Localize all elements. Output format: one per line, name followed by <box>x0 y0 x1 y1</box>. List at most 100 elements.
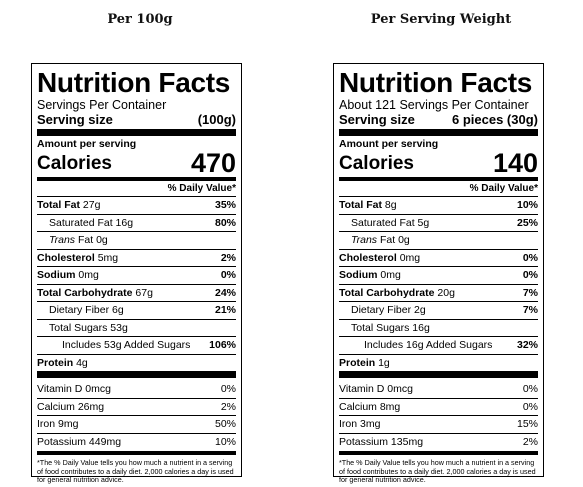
serving-size-label: Serving size <box>339 112 415 127</box>
fiber-row: Dietary Fiber 2g 7% <box>339 302 538 320</box>
vitamin-d-dv: 0% <box>220 383 236 395</box>
nutrition-label-per-serving: Nutrition Facts About 121 Servings Per C… <box>333 63 544 484</box>
total-carb-label: Total Carbohydrate <box>37 286 133 299</box>
added-sugars-label: Includes 16g Added Sugars <box>364 339 493 351</box>
potassium-row: Potassium 449mg 10% <box>37 434 236 451</box>
calories-row: Calories 470 <box>37 148 236 178</box>
total-fat-row: Total Fat 27g 35% <box>37 197 236 215</box>
calories-label: Calories <box>37 153 112 174</box>
sodium-amount: 0mg <box>380 269 401 281</box>
potassium-dv: 10% <box>214 435 236 448</box>
total-carb-row: Total Carbohydrate 20g 7% <box>339 285 538 302</box>
thick-divider <box>37 129 236 136</box>
total-fat-amount: 27g <box>82 199 101 211</box>
iron-row: Iron 9mg 50% <box>37 416 236 434</box>
vitamin-d-row: Vitamin D 0mcg 0% <box>37 381 236 399</box>
total-carb-label: Total Carbohydrate <box>339 286 435 299</box>
cholesterol-dv: 0% <box>522 251 538 264</box>
total-carb-dv: 24% <box>214 286 236 299</box>
protein-row: Protein 4g <box>37 355 236 372</box>
fiber-row: Dietary Fiber 6g 21% <box>37 302 236 320</box>
nutrition-facts-title: Nutrition Facts <box>37 67 231 98</box>
sodium-amount: 0mg <box>78 269 99 281</box>
vitamin-d-row: Vitamin D 0mcg 0% <box>339 381 538 399</box>
cholesterol-amount: 5mg <box>97 251 119 264</box>
potassium-dv: 2% <box>522 435 538 448</box>
calories-value: 470 <box>190 148 236 178</box>
vitamin-d-label: Vitamin D 0mcg <box>339 383 413 395</box>
saturated-fat-label: Saturated Fat 5g <box>351 216 430 229</box>
servings-per-container: About 121 Servings Per Container <box>339 98 529 112</box>
trans-label: Trans <box>351 234 378 246</box>
iron-row: Iron 3mg 15% <box>339 416 538 434</box>
cholesterol-dv: 2% <box>220 251 236 264</box>
added-sugars-row: Includes 53g Added Sugars 106% <box>37 337 236 355</box>
trans-fat-row: Trans Fat 0g <box>37 232 236 250</box>
footnote: *The % Daily Value tells you how much a … <box>339 458 536 484</box>
fiber-dv: 21% <box>214 304 236 316</box>
sugars-row: Total Sugars 16g <box>339 320 538 337</box>
sodium-dv: 0% <box>220 269 236 281</box>
amount-per-serving: Amount per serving <box>339 138 439 150</box>
total-fat-row: Total Fat 8g 10% <box>339 197 538 215</box>
serving-size-value: (100g) <box>197 112 236 127</box>
sugars-row: Total Sugars 53g <box>37 320 236 337</box>
fiber-label: Dietary Fiber 2g <box>351 304 426 316</box>
serving-size-row: Serving size 6 pieces (30g) <box>339 112 538 127</box>
potassium-row: Potassium 135mg 2% <box>339 434 538 451</box>
heading-per-serving-weight: Per Serving Weight <box>370 12 512 27</box>
footnote: *The % Daily Value tells you how much a … <box>37 458 234 484</box>
cholesterol-label: Cholesterol <box>339 251 397 264</box>
cholesterol-label: Cholesterol <box>37 251 95 264</box>
sodium-label: Sodium <box>37 269 76 281</box>
saturated-fat-row: Saturated Fat 16g 80% <box>37 215 236 232</box>
vitamin-d-label: Vitamin D 0mcg <box>37 383 111 395</box>
protein-row: Protein 1g <box>339 355 538 372</box>
calcium-label: Calcium 26mg <box>37 400 105 413</box>
sodium-label: Sodium <box>339 269 378 281</box>
thick-divider <box>37 371 236 378</box>
sugars-label: Total Sugars 16g <box>351 321 430 334</box>
fiber-dv: 7% <box>522 304 538 316</box>
total-fat-dv: 35% <box>214 199 236 211</box>
daily-value-header: % Daily Value* <box>37 182 236 197</box>
servings-per-container: Servings Per Container <box>37 98 167 112</box>
total-fat-dv: 10% <box>516 199 538 211</box>
iron-label: Iron 9mg <box>37 418 79 430</box>
protein-label: Protein <box>37 356 74 369</box>
saturated-fat-dv: 25% <box>516 216 538 229</box>
fiber-label: Dietary Fiber 6g <box>49 304 124 316</box>
total-carb-amount: 67g <box>135 286 153 299</box>
added-sugars-dv: 106% <box>209 339 236 351</box>
total-carb-dv: 7% <box>522 286 538 299</box>
medium-divider <box>339 451 538 455</box>
serving-size-row: Serving size (100g) <box>37 112 236 127</box>
protein-label: Protein <box>339 356 376 369</box>
sodium-row: Sodium 0mg 0% <box>37 267 236 285</box>
thick-divider <box>339 129 538 136</box>
heading-per-100g: Per 100g <box>107 12 173 27</box>
medium-divider <box>37 177 236 181</box>
trans-label: Trans <box>49 234 76 246</box>
saturated-fat-label: Saturated Fat 16g <box>49 216 134 229</box>
potassium-label: Potassium 135mg <box>339 435 424 448</box>
added-sugars-row: Includes 16g Added Sugars 32% <box>339 337 538 355</box>
iron-dv: 50% <box>214 418 236 430</box>
sodium-dv: 0% <box>522 269 538 281</box>
cholesterol-row: Cholesterol 0mg 0% <box>339 250 538 267</box>
nutrition-label-per-100g: Nutrition Facts Servings Per Container S… <box>31 63 242 484</box>
calcium-row: Calcium 8mg 0% <box>339 399 538 416</box>
calories-value: 140 <box>492 148 538 178</box>
total-carb-row: Total Carbohydrate 67g 24% <box>37 285 236 302</box>
trans-fat-row: Trans Fat 0g <box>339 232 538 250</box>
calcium-dv: 2% <box>220 400 236 413</box>
serving-size-value: 6 pieces (30g) <box>452 112 538 127</box>
calcium-dv: 0% <box>522 400 538 413</box>
sugars-label: Total Sugars 53g <box>49 321 128 334</box>
iron-label: Iron 3mg <box>339 418 381 430</box>
daily-value-header: % Daily Value* <box>339 182 538 197</box>
medium-divider <box>339 177 538 181</box>
nutrition-facts-title: Nutrition Facts <box>339 67 533 98</box>
serving-size-label: Serving size <box>37 112 113 127</box>
added-sugars-dv: 32% <box>516 339 538 351</box>
